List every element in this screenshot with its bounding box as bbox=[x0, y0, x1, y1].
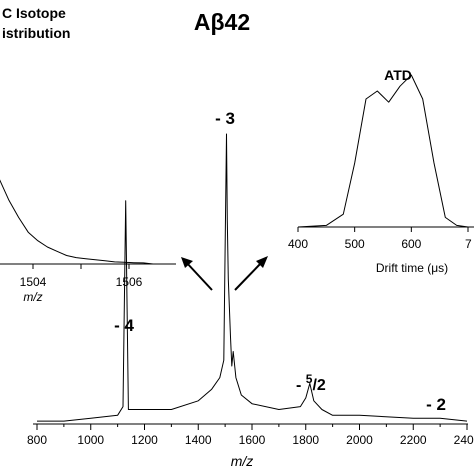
arrow-to-atd-head bbox=[256, 256, 268, 268]
main-x-tick-label: 1600 bbox=[239, 433, 266, 447]
atd-x-ticks: 400 500 600 7 bbox=[288, 227, 472, 251]
atd-inset-title: ATD bbox=[384, 67, 412, 83]
peak-label-minus-3: - 3 bbox=[215, 109, 235, 128]
main-x-axis-label: m/z bbox=[231, 453, 254, 469]
main-x-tick-label: 1000 bbox=[77, 433, 104, 447]
isotope-inset-title-line-1: C Isotope bbox=[2, 5, 66, 21]
isotope-inset-title-line-2: istribution bbox=[2, 25, 70, 41]
atd-x-tick-label: 600 bbox=[401, 237, 421, 251]
main-x-tick-label: 2000 bbox=[346, 433, 373, 447]
peak-label-minus-2: - 2 bbox=[426, 395, 446, 414]
peak-label-5-2-sub: 2 bbox=[317, 377, 326, 394]
isotope-x-tick-label: 1506 bbox=[116, 275, 143, 289]
arrow-to-isotope-head bbox=[181, 257, 193, 268]
peak-label-minus-4: - 4 bbox=[114, 316, 134, 335]
atd-inset: ATD 400 500 600 7 Drift time (μs) bbox=[288, 67, 474, 275]
main-x-tick-label: 2400 bbox=[454, 433, 474, 447]
main-x-tick-label: 1800 bbox=[292, 433, 319, 447]
main-x-ticks: 800 1000 1200 1400 1600 1800 2000 2200 2400 bbox=[27, 424, 474, 447]
atd-line bbox=[297, 74, 469, 228]
figure-title: Aβ42 bbox=[194, 9, 250, 35]
atd-x-tick-label: 7 bbox=[465, 237, 472, 251]
peak-label-minus-5-halves: - 5/2 bbox=[296, 372, 326, 394]
arrow-to-atd-line bbox=[234, 261, 263, 291]
isotope-distribution-line bbox=[0, 179, 154, 265]
main-x-tick-label: 800 bbox=[27, 433, 47, 447]
inset-arrows bbox=[181, 256, 268, 291]
main-x-tick-label: 1200 bbox=[131, 433, 158, 447]
main-x-tick-label: 1400 bbox=[185, 433, 212, 447]
atd-x-tick-label: 500 bbox=[345, 237, 365, 251]
main-spectrum-line bbox=[37, 133, 468, 422]
arrow-to-isotope-line bbox=[185, 261, 213, 291]
main-spectrum: 80010001200140016001800200022002400 m/z … bbox=[27, 109, 474, 469]
peak-label-5-2-sup: 5 bbox=[306, 372, 313, 386]
peak-label-5-2-prefix: - bbox=[296, 377, 306, 394]
isotope-x-tick-label: 1504 bbox=[20, 275, 47, 289]
isotope-inset: C Isotope istribution 1504 1506 m/z bbox=[0, 5, 176, 304]
isotope-x-ticks: 1504 1506 bbox=[20, 264, 143, 289]
atd-x-axis-label: Drift time (μs) bbox=[376, 261, 448, 275]
atd-x-tick-label: 400 bbox=[288, 237, 308, 251]
isotope-x-axis-label: m/z bbox=[23, 290, 42, 304]
main-x-tick-label: 2200 bbox=[400, 433, 427, 447]
